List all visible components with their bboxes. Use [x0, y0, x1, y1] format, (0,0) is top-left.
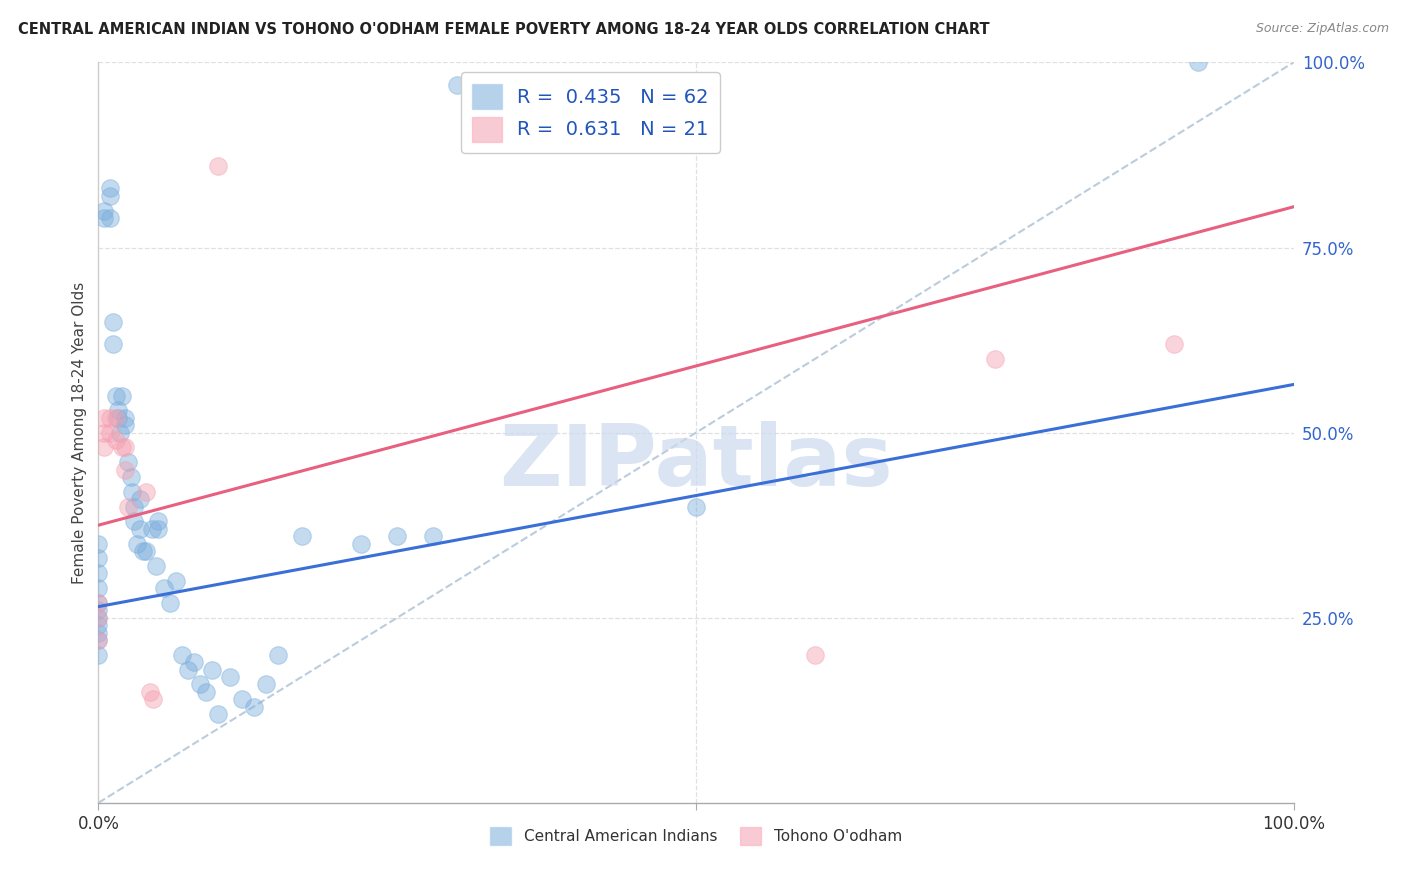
Point: [111, 441, 134, 455]
Point: [135, 544, 157, 558]
Point: [231, 692, 253, 706]
Point: [1163, 336, 1185, 351]
Text: ZIPatlas: ZIPatlas: [499, 421, 893, 504]
Point: [984, 351, 1007, 366]
Point: [87, 625, 110, 640]
Point: [114, 418, 136, 433]
Point: [107, 403, 129, 417]
Point: [87, 603, 110, 617]
Point: [114, 441, 136, 455]
Point: [422, 529, 444, 543]
Point: [1187, 55, 1209, 70]
Point: [201, 663, 224, 677]
Point: [101, 314, 124, 328]
Point: [131, 544, 153, 558]
Point: [87, 632, 110, 647]
Point: [350, 536, 373, 550]
Point: [177, 663, 200, 677]
Point: [87, 596, 110, 610]
Point: [87, 610, 110, 624]
Point: [195, 685, 218, 699]
Point: [685, 500, 707, 514]
Point: [98, 188, 122, 202]
Point: [107, 410, 129, 425]
Point: [125, 536, 148, 550]
Point: [93, 211, 115, 225]
Point: [124, 500, 146, 514]
Point: [105, 433, 128, 447]
Point: [93, 425, 115, 440]
Point: [139, 685, 162, 699]
Point: [93, 203, 115, 218]
Point: [183, 655, 205, 669]
Point: [254, 677, 277, 691]
Point: [93, 441, 115, 455]
Point: [188, 677, 211, 691]
Point: [98, 425, 122, 440]
Point: [101, 336, 124, 351]
Text: Source: ZipAtlas.com: Source: ZipAtlas.com: [1256, 22, 1389, 36]
Point: [114, 462, 136, 476]
Point: [141, 522, 163, 536]
Point: [87, 551, 110, 566]
Point: [98, 211, 122, 225]
Point: [108, 425, 131, 440]
Point: [804, 648, 827, 662]
Point: [142, 692, 165, 706]
Point: [87, 596, 110, 610]
Point: [117, 500, 139, 514]
Point: [87, 581, 110, 595]
Point: [87, 648, 110, 662]
Point: [172, 648, 194, 662]
Point: [105, 410, 128, 425]
Point: [153, 581, 176, 595]
Point: [105, 388, 128, 402]
Y-axis label: Female Poverty Among 18-24 Year Olds: Female Poverty Among 18-24 Year Olds: [72, 282, 87, 583]
Point: [129, 492, 152, 507]
Point: [291, 529, 314, 543]
Text: CENTRAL AMERICAN INDIAN VS TOHONO O'ODHAM FEMALE POVERTY AMONG 18-24 YEAR OLDS C: CENTRAL AMERICAN INDIAN VS TOHONO O'ODHA…: [18, 22, 990, 37]
Legend: Central American Indians, Tohono O'odham: Central American Indians, Tohono O'odham: [484, 821, 908, 851]
Point: [98, 181, 122, 195]
Point: [114, 410, 136, 425]
Point: [145, 558, 167, 573]
Point: [148, 515, 170, 529]
Point: [93, 410, 115, 425]
Point: [446, 78, 468, 92]
Point: [87, 566, 110, 581]
Point: [87, 618, 110, 632]
Point: [385, 529, 409, 543]
Point: [135, 484, 157, 499]
Point: [121, 484, 143, 499]
Point: [267, 648, 290, 662]
Point: [129, 522, 152, 536]
Point: [165, 574, 187, 588]
Point: [117, 455, 139, 469]
Point: [148, 522, 170, 536]
Point: [219, 670, 242, 684]
Point: [124, 515, 146, 529]
Point: [87, 610, 110, 624]
Point: [111, 388, 134, 402]
Point: [87, 632, 110, 647]
Point: [243, 699, 266, 714]
Point: [120, 470, 142, 484]
Point: [207, 159, 229, 173]
Point: [87, 536, 110, 550]
Point: [470, 78, 492, 92]
Point: [159, 596, 181, 610]
Point: [98, 410, 122, 425]
Point: [207, 706, 229, 721]
